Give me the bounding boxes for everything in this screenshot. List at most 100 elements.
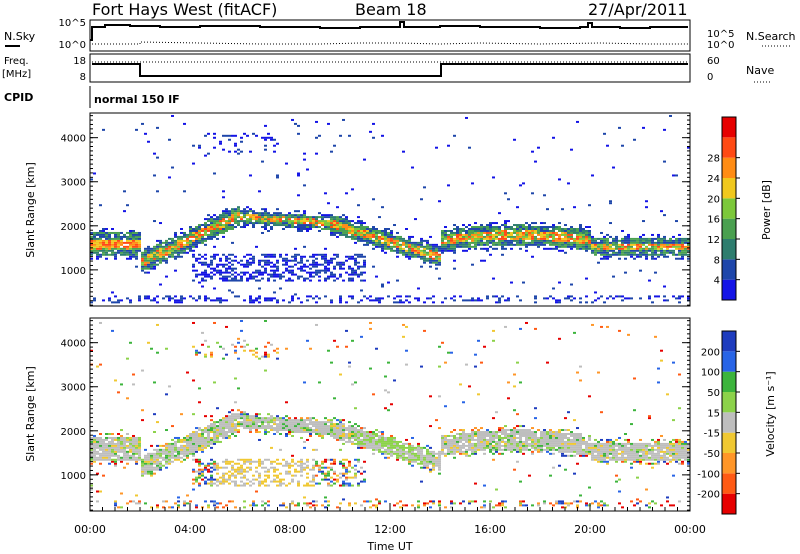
range-gate-cell (267, 132, 270, 135)
range-gate-cell (336, 231, 339, 234)
range-gate-cell (291, 419, 294, 422)
range-gate-cell (108, 243, 111, 246)
range-gate-cell (378, 442, 381, 445)
range-gate-cell (258, 212, 261, 215)
range-gate-cell (648, 297, 651, 300)
range-gate-cell (411, 444, 414, 447)
range-gate-cell (558, 241, 561, 244)
range-gate-cell (606, 297, 609, 300)
range-gate-cell (195, 245, 198, 248)
range-gate-cell (336, 228, 339, 230)
range-gate-cell (387, 239, 390, 242)
range-gate-cell (411, 235, 414, 238)
range-gate-cell (279, 222, 282, 225)
range-gate-cell (480, 224, 483, 227)
range-gate-cell (213, 220, 216, 223)
range-gate-cell (252, 427, 255, 430)
range-gate-cell (120, 440, 123, 443)
range-gate-cell (216, 297, 219, 300)
range-gate-cell (207, 265, 210, 268)
range-gate-cell (558, 249, 561, 252)
range-gate-cell (444, 243, 447, 246)
range-gate-cell (357, 228, 360, 230)
range-gate-cell (159, 239, 162, 242)
range-gate-cell (540, 228, 543, 230)
range-gate-cell (168, 299, 171, 302)
range-gate-cell (504, 237, 507, 240)
range-gate-cell (408, 237, 411, 240)
range-gate-cell (228, 214, 231, 217)
range-gate-cell (522, 226, 525, 229)
range-gate-cell (105, 231, 108, 234)
range-gate-cell (99, 452, 102, 455)
range-gate-cell (348, 228, 351, 230)
range-gate-cell (132, 251, 135, 254)
range-gate-cell (537, 231, 540, 234)
range-gate-cell (240, 212, 243, 215)
range-gate-cell (135, 237, 138, 240)
range-gate-cell (567, 295, 570, 298)
range-gate-cell (144, 470, 147, 473)
range-gate-cell (408, 251, 411, 254)
range-gate-cell (207, 218, 210, 221)
range-gate-cell (624, 253, 627, 256)
range-gate-cell (570, 283, 573, 286)
range-gate-cell (288, 222, 291, 225)
range-gate-cell (237, 148, 240, 151)
range-gate-cell (267, 136, 270, 139)
range-gate-cell (366, 500, 369, 503)
range-gate-cell (372, 239, 375, 242)
range-gate-cell (354, 464, 357, 467)
range-gate-cell (216, 269, 219, 272)
range-gate-cell (246, 220, 249, 223)
range-gate-cell (621, 299, 624, 302)
range-gate-cell (93, 239, 96, 242)
range-gate-cell (183, 247, 186, 250)
range-gate-cell (318, 229, 321, 232)
range-gate-cell (198, 261, 201, 264)
range-gate-cell (150, 452, 153, 455)
range-gate-cell (201, 285, 204, 288)
range-gate-cell (291, 429, 294, 432)
range-gate-cell (372, 448, 375, 451)
range-gate-cell (384, 229, 387, 232)
range-gate-cell (648, 239, 651, 242)
range-gate-cell (294, 210, 297, 213)
range-gate-cell (543, 194, 546, 197)
range-gate-cell (369, 431, 372, 434)
range-gate-cell (516, 243, 519, 246)
range-gate-cell (669, 241, 672, 244)
range-gate-cell (192, 255, 195, 258)
range-gate-cell (153, 468, 156, 471)
range-gate-cell (351, 226, 354, 229)
range-gate-cell (645, 237, 648, 240)
range-gate-cell (249, 261, 252, 264)
range-gate-cell (258, 218, 261, 221)
range-gate-cell (681, 241, 684, 244)
range-gate-cell (309, 228, 312, 230)
range-gate-cell (330, 421, 333, 424)
range-gate-cell (321, 263, 324, 266)
range-gate-cell (372, 243, 375, 246)
range-gate-cell (522, 237, 525, 240)
range-gate-cell (198, 446, 201, 449)
range-gate-cell (174, 502, 177, 505)
range-gate-cell (303, 218, 306, 221)
range-gate-cell (237, 212, 240, 215)
range-gate-cell (237, 470, 240, 473)
range-gate-cell (285, 253, 288, 256)
range-gate-cell (630, 239, 633, 242)
range-gate-cell (468, 241, 471, 244)
range-gate-cell (111, 241, 114, 244)
range-gate-cell (90, 249, 93, 252)
range-gate-cell (390, 229, 393, 232)
range-gate-cell (396, 456, 399, 459)
range-gate-cell (543, 222, 546, 225)
range-gate-cell (522, 241, 525, 244)
range-gate-cell (150, 267, 153, 270)
range-gate-cell (567, 228, 570, 230)
range-gate-cell (240, 423, 243, 426)
range-gate-cell (180, 237, 183, 240)
range-gate-cell (222, 476, 225, 479)
range-gate-cell (654, 241, 657, 244)
